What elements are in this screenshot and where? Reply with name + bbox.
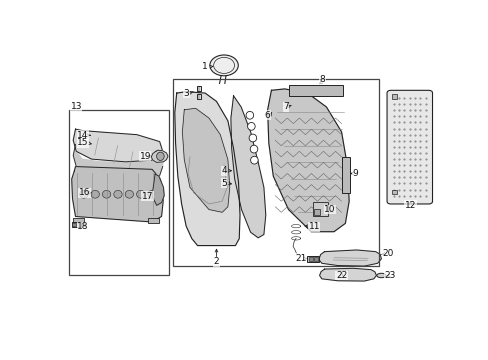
Bar — [341, 157, 349, 193]
Text: 8: 8 — [319, 75, 325, 84]
Bar — [173, 79, 379, 266]
Text: 9: 9 — [351, 169, 357, 178]
Polygon shape — [73, 129, 163, 162]
Text: 17: 17 — [142, 192, 153, 201]
Text: 5: 5 — [221, 179, 226, 188]
Polygon shape — [152, 174, 164, 205]
Bar — [72, 222, 81, 227]
Bar — [72, 223, 76, 226]
Text: 13: 13 — [70, 103, 82, 112]
Ellipse shape — [102, 190, 111, 198]
Ellipse shape — [250, 145, 257, 153]
Ellipse shape — [91, 190, 99, 198]
Text: 11: 11 — [308, 222, 319, 231]
Bar — [391, 94, 396, 99]
Text: 18: 18 — [77, 222, 89, 231]
Polygon shape — [318, 250, 381, 266]
Bar — [68, 110, 169, 275]
Ellipse shape — [376, 273, 385, 278]
Ellipse shape — [136, 190, 144, 198]
Polygon shape — [73, 129, 163, 177]
Ellipse shape — [147, 190, 156, 198]
Text: 20: 20 — [381, 249, 393, 258]
Ellipse shape — [245, 111, 253, 119]
Bar — [148, 217, 159, 222]
Ellipse shape — [80, 190, 88, 198]
Text: 3: 3 — [183, 89, 189, 98]
Ellipse shape — [114, 190, 122, 198]
Ellipse shape — [248, 134, 256, 142]
Text: 16: 16 — [79, 188, 90, 197]
Bar — [288, 85, 343, 96]
Text: 22: 22 — [335, 271, 346, 280]
Text: 19: 19 — [139, 152, 151, 161]
Polygon shape — [182, 108, 229, 212]
Bar — [391, 190, 396, 194]
Bar — [196, 94, 200, 99]
Ellipse shape — [125, 190, 133, 198]
Bar — [308, 257, 312, 261]
Polygon shape — [72, 167, 163, 222]
Bar — [313, 257, 317, 261]
Text: 6: 6 — [264, 111, 270, 120]
Text: 10: 10 — [324, 205, 335, 214]
Text: 2: 2 — [213, 257, 219, 266]
Polygon shape — [175, 92, 240, 246]
Ellipse shape — [209, 55, 238, 76]
Text: 15: 15 — [77, 139, 89, 148]
Text: 12: 12 — [404, 201, 415, 210]
Polygon shape — [319, 268, 376, 281]
FancyBboxPatch shape — [386, 90, 432, 204]
Polygon shape — [230, 96, 265, 238]
Text: 7: 7 — [283, 103, 288, 112]
Text: 4: 4 — [221, 166, 226, 175]
Text: 1: 1 — [202, 62, 207, 71]
Text: 21: 21 — [294, 254, 305, 263]
Bar — [196, 86, 200, 91]
Bar — [307, 256, 318, 262]
Ellipse shape — [247, 122, 255, 130]
Bar — [314, 209, 319, 215]
Ellipse shape — [156, 152, 164, 161]
Polygon shape — [151, 150, 168, 162]
Polygon shape — [267, 89, 348, 232]
Bar — [312, 202, 327, 216]
Text: 14: 14 — [77, 131, 89, 140]
Bar — [73, 217, 84, 222]
Ellipse shape — [250, 156, 258, 164]
Text: 23: 23 — [384, 271, 395, 280]
